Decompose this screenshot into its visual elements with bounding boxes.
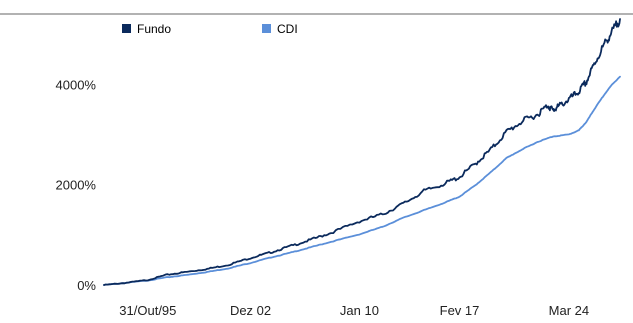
y-tick-label: 4000%	[56, 77, 97, 92]
x-tick-label: Dez 02	[230, 303, 271, 318]
legend-swatch-cdi	[262, 24, 271, 33]
plot-area	[103, 18, 621, 286]
legend-label-cdi: CDI	[277, 22, 298, 36]
legend: Fundo CDI	[122, 22, 298, 36]
y-tick-label: 0%	[77, 278, 96, 293]
series-line-fundo	[103, 18, 621, 286]
y-axis: 0% 2000% 4000%	[56, 77, 97, 293]
x-axis: 31/Out/95 Dez 02 Jan 10 Fev 17 Mar 24	[119, 303, 589, 318]
series-line-cdi	[103, 75, 621, 286]
x-tick-label: Jan 10	[340, 303, 379, 318]
y-tick-label: 2000%	[56, 178, 97, 193]
legend-label-fundo: Fundo	[137, 22, 171, 36]
x-tick-label: Mar 24	[549, 303, 589, 318]
x-tick-label: 31/Out/95	[119, 303, 176, 318]
x-tick-label: Fev 17	[440, 303, 480, 318]
legend-swatch-fundo	[122, 24, 131, 33]
